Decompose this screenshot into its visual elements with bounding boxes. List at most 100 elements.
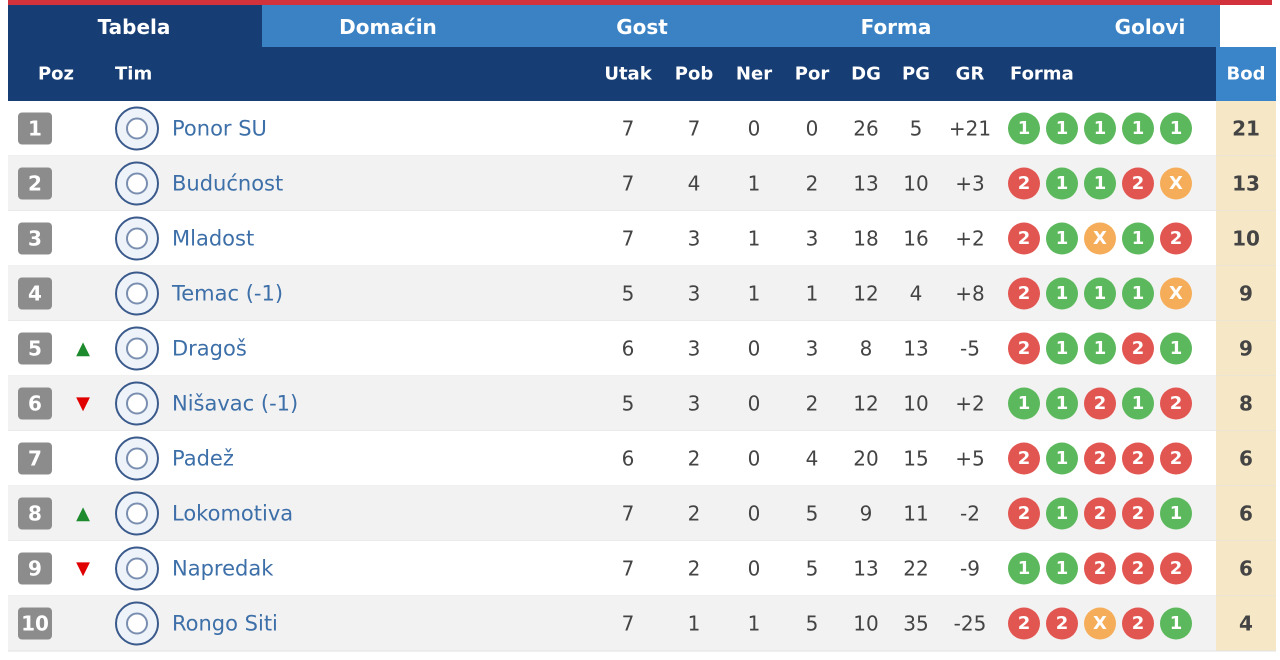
team-name[interactable]: Napredak xyxy=(172,557,274,581)
form-badge xyxy=(1008,497,1040,530)
stat-gd: -5 xyxy=(960,337,980,361)
stat-ga: 5 xyxy=(910,117,923,141)
form-result: 1 xyxy=(1056,558,1069,579)
stat-gf: 20 xyxy=(853,447,878,471)
stat-lost: 2 xyxy=(806,392,819,416)
tab-label[interactable]: Tabela xyxy=(98,15,171,39)
form-result: 2 xyxy=(1170,448,1183,469)
stat-lost: 3 xyxy=(806,337,819,361)
tab-label[interactable]: Gost xyxy=(616,15,668,39)
tab-label[interactable]: Domaćin xyxy=(339,15,437,39)
tab-label[interactable]: Forma xyxy=(861,15,932,39)
stat-ga: 11 xyxy=(903,502,928,526)
points: 6 xyxy=(1239,557,1253,581)
form-badge xyxy=(1008,112,1040,145)
team-name[interactable]: Lokomotiva xyxy=(172,502,293,526)
column-header: DG xyxy=(851,64,881,85)
team-name[interactable]: Budućnost xyxy=(172,172,283,196)
stat-gf: 13 xyxy=(853,557,878,581)
team-name[interactable]: Temac (-1) xyxy=(171,282,283,306)
form-result: 2 xyxy=(1018,228,1031,249)
stat-drawn: 0 xyxy=(748,337,761,361)
stat-lost: 5 xyxy=(806,502,819,526)
trend-arrow: ▼ xyxy=(76,558,90,579)
team-name[interactable]: Rongo Siti xyxy=(172,612,278,636)
column-header: GR xyxy=(956,64,985,85)
position: 7 xyxy=(28,447,42,471)
form-badge xyxy=(1046,387,1078,420)
form-result: 1 xyxy=(1132,118,1145,139)
points: 8 xyxy=(1239,392,1253,416)
tab[interactable] xyxy=(262,5,516,47)
stat-gd: -9 xyxy=(960,557,980,581)
form-badge xyxy=(1046,332,1078,365)
points-cell xyxy=(1216,156,1276,211)
team-logo-inner xyxy=(126,117,148,140)
team-name[interactable]: Dragoš xyxy=(172,337,247,361)
form-result: 2 xyxy=(1170,558,1183,579)
form-badge xyxy=(1008,167,1040,200)
form-result: 1 xyxy=(1094,338,1107,359)
form-result: 1 xyxy=(1018,558,1031,579)
team-name[interactable]: Ponor SU xyxy=(172,117,267,141)
form-result: 1 xyxy=(1094,173,1107,194)
stat-gf: 12 xyxy=(853,282,878,306)
tab[interactable] xyxy=(8,5,262,47)
form-result: 2 xyxy=(1132,503,1145,524)
stat-drawn: 0 xyxy=(748,447,761,471)
form-result: 2 xyxy=(1094,503,1107,524)
form-result: 2 xyxy=(1018,448,1031,469)
stat-gd: +21 xyxy=(949,117,991,141)
form-result: 1 xyxy=(1056,283,1069,304)
team-logo-inner xyxy=(126,557,148,580)
column-header: Pob xyxy=(675,64,714,85)
form-badge xyxy=(1122,497,1154,530)
stat-drawn: 1 xyxy=(748,227,761,251)
column-header: PG xyxy=(902,64,930,85)
team-logo-inner xyxy=(126,392,148,415)
form-badge xyxy=(1046,552,1078,585)
form-result: 1 xyxy=(1056,448,1069,469)
form-badge xyxy=(1046,167,1078,200)
form-result: 2 xyxy=(1132,448,1145,469)
form-result: 1 xyxy=(1018,393,1031,414)
form-result: 2 xyxy=(1170,393,1183,414)
stat-ga: 10 xyxy=(903,392,928,416)
trend-arrow: ▼ xyxy=(76,393,90,414)
form-result: 2 xyxy=(1018,503,1031,524)
stat-played: 7 xyxy=(622,172,635,196)
stat-drawn: 1 xyxy=(748,172,761,196)
form-result: 1 xyxy=(1056,503,1069,524)
stat-gf: 12 xyxy=(853,392,878,416)
team-name[interactable]: Padež xyxy=(172,447,234,471)
tab[interactable] xyxy=(516,5,770,47)
stat-gd: +3 xyxy=(955,172,984,196)
form-badge xyxy=(1122,387,1154,420)
position: 10 xyxy=(21,612,49,636)
form-badge xyxy=(1008,607,1040,640)
form-badge xyxy=(1046,442,1078,475)
header-points xyxy=(1216,47,1276,101)
stat-won: 2 xyxy=(688,447,701,471)
stat-won: 3 xyxy=(688,337,701,361)
form-result: 2 xyxy=(1132,173,1145,194)
stat-drawn: 0 xyxy=(748,117,761,141)
position-box xyxy=(18,497,52,530)
tab[interactable] xyxy=(770,5,1024,47)
tab[interactable] xyxy=(1024,5,1220,47)
team-name[interactable]: Mladost xyxy=(172,227,254,251)
trend-arrow: ▲ xyxy=(76,338,90,359)
form-result: 1 xyxy=(1056,173,1069,194)
team-logo-inner xyxy=(126,227,148,250)
form-result: 2 xyxy=(1170,228,1183,249)
stat-gd: +2 xyxy=(955,227,984,251)
stat-lost: 4 xyxy=(806,447,819,471)
team-name[interactable]: Nišavac (-1) xyxy=(172,392,298,416)
form-badge xyxy=(1084,112,1116,145)
team-logo-inner xyxy=(126,502,148,525)
position-box xyxy=(18,112,52,145)
tab-label[interactable]: Golovi xyxy=(1115,15,1186,39)
stat-ga: 35 xyxy=(903,612,928,636)
stat-won: 1 xyxy=(688,612,701,636)
